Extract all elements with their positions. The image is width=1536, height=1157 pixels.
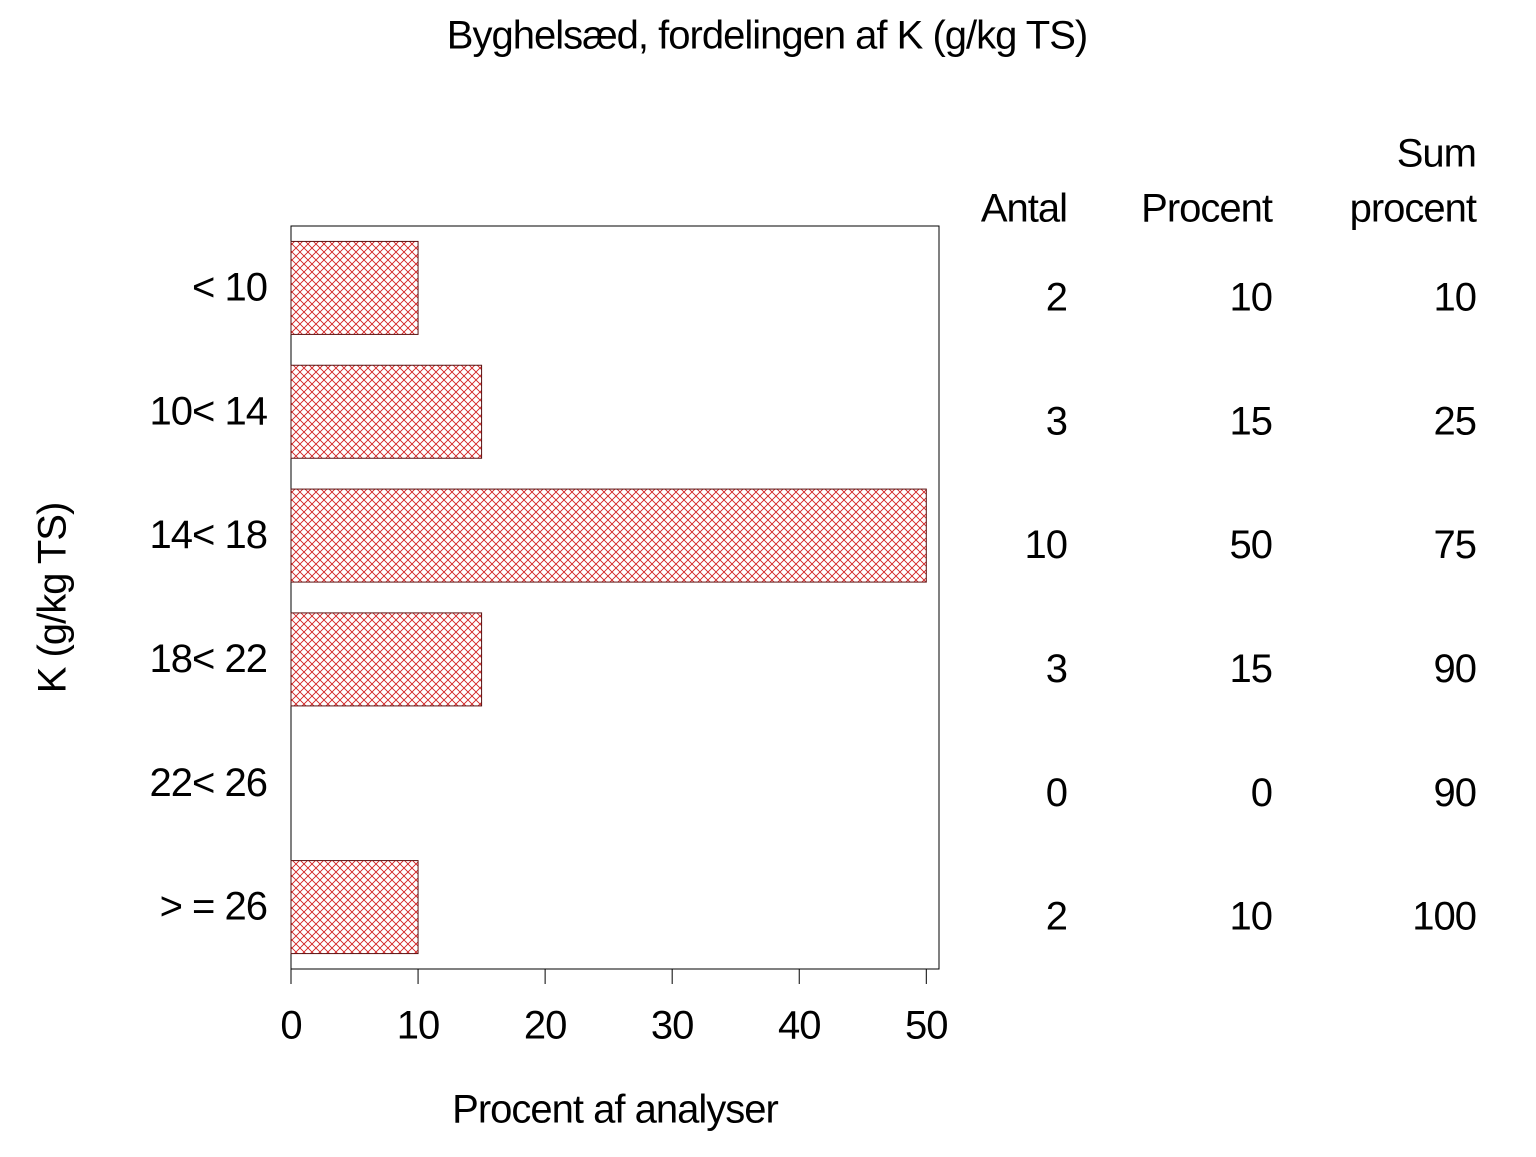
y-tick-label: 10< 14: [150, 389, 268, 433]
x-tick-label: 40: [778, 1004, 821, 1048]
table-cell: 10: [1230, 275, 1273, 319]
table-cell: 90: [1434, 647, 1477, 691]
table-cell: 10: [1230, 895, 1273, 939]
table-cell: 75: [1434, 523, 1477, 567]
x-tick-label: 0: [280, 1004, 301, 1048]
x-tick-label: 10: [397, 1004, 440, 1048]
bar: [290, 240, 419, 335]
table-cell: 2: [1046, 275, 1067, 319]
y-tick-label: > = 26: [160, 885, 267, 929]
bar: [290, 860, 419, 955]
x-tick-label: 50: [905, 1004, 948, 1048]
y-tick-label: 18< 22: [150, 637, 267, 681]
y-tick-label: 14< 18: [150, 513, 267, 557]
table-cell: 15: [1230, 647, 1273, 691]
table-cell: 2: [1046, 895, 1067, 939]
table-cell: 15: [1230, 399, 1273, 443]
table-header: Sum: [1397, 132, 1476, 176]
table-cell: 100: [1412, 895, 1476, 939]
table-cell: 50: [1230, 523, 1273, 567]
y-tick-label: 22< 26: [150, 761, 267, 805]
y-tick-label: < 10: [192, 265, 267, 309]
bar: [290, 612, 483, 707]
table-cell: 10: [1434, 275, 1477, 319]
x-axis-label: Procent af analyser: [452, 1088, 778, 1132]
table-cell: 10: [1025, 523, 1068, 567]
table-cell: 0: [1046, 771, 1067, 815]
table-cell: 0: [1251, 771, 1272, 815]
plot-frame: [290, 225, 940, 970]
y-axis-label: K (g/kg TS): [31, 503, 75, 694]
table-cell: 90: [1434, 771, 1477, 815]
x-tick-label: 20: [524, 1004, 567, 1048]
bar: [290, 488, 927, 583]
chart-title: Byghelsæd, fordelingen af K (g/kg TS): [447, 14, 1087, 58]
table-cell: 3: [1046, 647, 1067, 691]
table-header: Procent: [1141, 187, 1273, 231]
table-header: procent: [1350, 187, 1477, 231]
table-cell: 3: [1046, 399, 1067, 443]
table-header: Antal: [981, 187, 1067, 231]
table-cell: 25: [1434, 399, 1477, 443]
x-tick-label: 30: [651, 1004, 694, 1048]
bar: [290, 364, 483, 459]
